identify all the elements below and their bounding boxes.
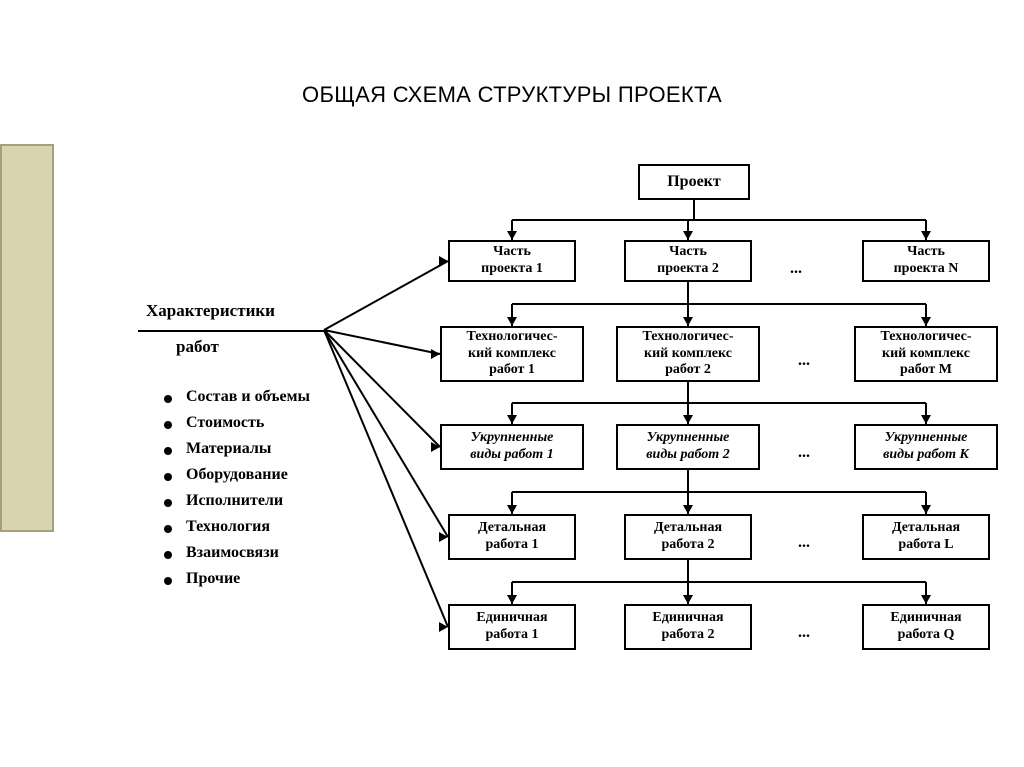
tree-node: Единичнаяработа 2: [624, 604, 752, 650]
tree-node: Частьпроекта N: [862, 240, 990, 282]
tree-node: Укрупненныевиды работ 1: [440, 424, 584, 470]
tree-node: Технологичес-кий комплексработ M: [854, 326, 998, 382]
tree-node: Технологичес-кий комплексработ 1: [440, 326, 584, 382]
characteristic-item: Взаимосвязи: [160, 544, 310, 562]
tree-node: Единичнаяработа Q: [862, 604, 990, 650]
tree-node: Единичнаяработа 1: [448, 604, 576, 650]
tree-node: Технологичес-кий комплексработ 2: [616, 326, 760, 382]
characteristic-item: Состав и объемы: [160, 388, 310, 406]
page-title: ОБЩАЯ СХЕМА СТРУКТУРЫ ПРОЕКТА: [0, 82, 1024, 108]
tree-node: Детальнаяработа L: [862, 514, 990, 560]
sidebar-heading-2: работ: [176, 336, 219, 359]
tree-node: Частьпроекта 2: [624, 240, 752, 282]
tree-node: Детальнаяработа 2: [624, 514, 752, 560]
characteristic-item: Оборудование: [160, 466, 310, 484]
ellipsis: ...: [798, 624, 810, 642]
tree-node: Укрупненныевиды работ K: [854, 424, 998, 470]
characteristics-list: Состав и объемы Стоимость Материалы Оборудо…: [160, 380, 310, 596]
ellipsis: ...: [798, 444, 810, 462]
tree-node: Укрупненныевиды работ 2: [616, 424, 760, 470]
ellipsis: ...: [790, 260, 802, 278]
sidebar-heading-1: Характеристики: [146, 300, 275, 323]
tree-node: Частьпроекта 1: [448, 240, 576, 282]
characteristic-item: Стоимость: [160, 414, 310, 432]
decorative-left-strip: [0, 144, 54, 532]
tree-node: Детальнаяработа 1: [448, 514, 576, 560]
characteristic-item: Материалы: [160, 440, 310, 458]
ellipsis: ...: [798, 352, 810, 370]
ellipsis: ...: [798, 534, 810, 552]
characteristic-item: Исполнители: [160, 492, 310, 510]
characteristic-item: Технология: [160, 518, 310, 536]
sidebar-underline: [138, 330, 328, 332]
characteristic-item: Прочие: [160, 570, 310, 588]
tree-node: Проект: [638, 164, 750, 200]
